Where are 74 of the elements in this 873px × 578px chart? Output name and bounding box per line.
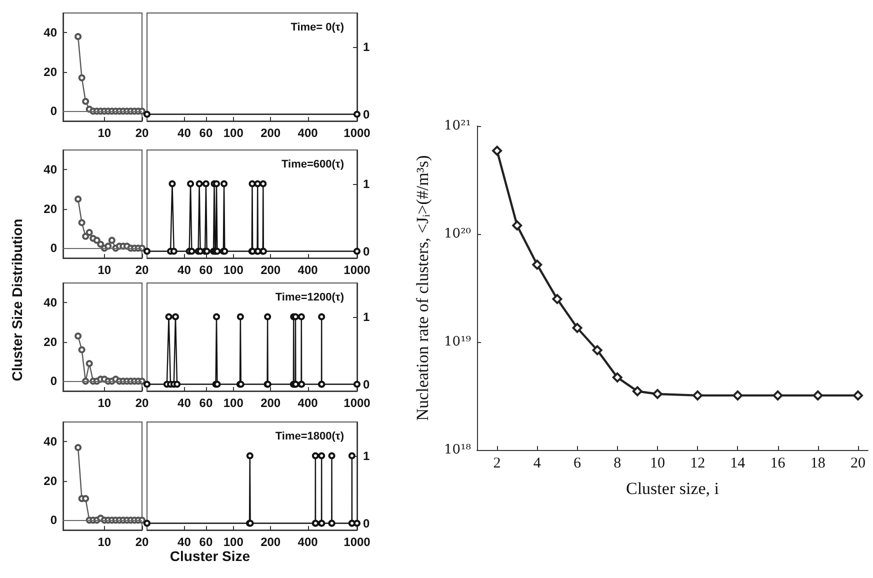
x-tick-label: 8	[614, 456, 622, 472]
y-axis-title: Cluster Size Distribution	[9, 218, 25, 382]
x-tick-label: 20	[135, 263, 149, 277]
x-tick-label: 40	[178, 263, 192, 277]
y-tick-label: 40	[44, 162, 58, 177]
text: Time=1200(τ)	[275, 292, 344, 304]
x-tick-label: 20	[135, 535, 149, 549]
x-tick-label: 400	[298, 396, 318, 410]
x-tick-label: 6	[574, 456, 582, 472]
x-tick-label: 18	[810, 456, 826, 472]
x-tick-label: 100	[223, 396, 244, 410]
x-tick-label: 4	[533, 456, 542, 472]
x-tick-label: 400	[298, 535, 318, 549]
x-axis-title: Cluster size, i	[626, 479, 720, 498]
x-tick-label: 10	[98, 263, 112, 277]
x-tick-label: 12	[690, 456, 706, 472]
y-tick-label: 10¹⁸	[444, 442, 471, 458]
y-tick-label: 0	[363, 516, 370, 530]
y-tick-label: 0	[363, 377, 370, 392]
y-tick-label: 1	[363, 448, 370, 463]
y-tick-label: 0	[50, 513, 58, 528]
y-tick-label: 1	[363, 310, 370, 324]
y-tick-label: 0	[50, 374, 58, 388]
x-tick-label: 14	[730, 456, 746, 472]
y-tick-label: 1	[363, 40, 370, 54]
x-tick-label: 16	[770, 456, 786, 472]
x-tick-label: 200	[260, 126, 281, 140]
text: Time= 0(τ)	[290, 22, 344, 34]
x-tick-label: 20	[135, 396, 149, 410]
x-tick-label: 40	[178, 396, 192, 410]
x-tick-label: 60	[199, 126, 213, 140]
x-tick-label: 1000	[344, 263, 371, 277]
y-tick-label: 40	[44, 26, 58, 40]
y-tick-label: 20	[44, 64, 58, 79]
x-tick-label: 100	[223, 535, 244, 549]
y-tick-label: 20	[44, 202, 58, 216]
text: Time=1800(τ)	[275, 430, 344, 442]
text: Time=600(τ)	[282, 158, 344, 170]
x-axis-title: Cluster Size	[170, 548, 250, 564]
x-tick-label: 400	[298, 263, 318, 277]
x-tick-label: 60	[199, 396, 213, 410]
x-tick-label: 20	[135, 126, 149, 140]
y-tick-label: 40	[44, 434, 58, 449]
x-tick-label: 400	[298, 126, 318, 140]
x-tick-label: 100	[223, 126, 244, 140]
x-tick-label: 1000	[344, 126, 371, 140]
x-tick-label: 1000	[344, 396, 371, 410]
y-axis-title: Nucleation rate of clusters, <Jᵢ>(#/m³s)	[413, 155, 432, 421]
y-tick-label: 10¹⁹	[444, 334, 471, 350]
y-tick-label: 0	[363, 107, 370, 122]
x-tick-label: 200	[260, 396, 281, 410]
x-tick-label: 60	[199, 535, 213, 549]
y-tick-label: 0	[363, 244, 370, 258]
y-tick-label: 0	[50, 241, 58, 256]
x-tick-label: 10	[98, 396, 112, 410]
y-tick-label: 10²⁰	[444, 226, 471, 242]
y-tick-label: 40	[44, 296, 58, 310]
x-tick-label: 20	[850, 456, 866, 472]
x-tick-label: 200	[260, 263, 281, 277]
y-tick-label: 0	[50, 104, 58, 118]
y-tick-label: 1	[363, 176, 370, 191]
x-tick-label: 60	[199, 263, 213, 277]
y-tick-label: 20	[44, 334, 58, 349]
x-tick-label: 200	[260, 535, 281, 549]
x-tick-label: 10	[98, 126, 112, 140]
x-tick-label: 40	[178, 126, 192, 140]
y-tick-label: 20	[44, 474, 58, 488]
x-tick-label: 2	[493, 456, 501, 472]
x-tick-label: 10	[98, 535, 112, 549]
x-tick-label: 10	[650, 456, 665, 472]
x-tick-label: 40	[178, 535, 192, 549]
x-tick-label: 100	[223, 263, 244, 277]
x-tick-label: 1000	[344, 535, 371, 549]
y-tick-label: 10²¹	[444, 118, 471, 134]
